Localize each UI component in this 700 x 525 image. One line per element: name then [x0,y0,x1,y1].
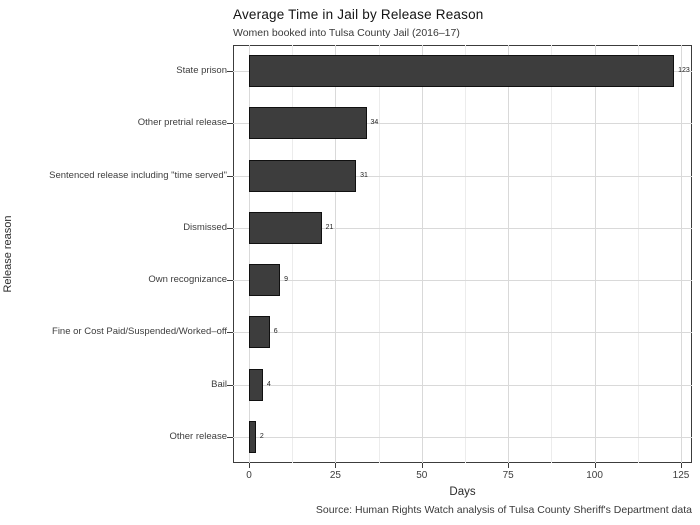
bar-value-label: 6 [273,328,278,336]
y-category-label: Dismissed [183,221,227,233]
grid-line-major [233,332,692,334]
y-category-label: Other release [169,430,227,442]
grid-line-major [233,227,692,229]
bar [249,264,281,297]
grid-line-major [233,280,692,282]
grid-line-minor [378,45,380,463]
x-axis-tick [249,463,250,468]
x-tick-label: 50 [416,470,428,481]
grid-line-major [508,45,510,463]
grid-line-major [233,175,692,177]
grid-line-major [421,45,423,463]
y-axis-tick [227,280,233,282]
grid-line-major [233,384,692,386]
x-axis-title: Days [449,486,476,498]
x-axis-tick [508,463,510,468]
bar-value-label: 4 [266,380,271,388]
y-axis-tick [227,227,233,229]
x-axis-tick [681,463,682,468]
bar [249,316,270,349]
grid-line-major [681,45,682,463]
y-category-label: State prison [176,65,227,77]
y-category-label: Other pretrial release [137,117,227,129]
bar-value-label: 31 [360,171,368,179]
x-tick-label: 75 [502,470,514,481]
bar-value-label: 21 [325,223,334,231]
x-tick-label: 25 [329,470,341,481]
y-category-label: Sentenced release including "time served… [49,169,227,181]
bar [249,107,367,140]
bar [249,368,263,401]
x-axis-tick [421,463,423,468]
bar-value-label: 2 [259,432,264,440]
x-tick-label: 125 [672,470,690,481]
y-axis-tick [227,123,233,125]
bar [249,211,322,244]
grid-line-minor [551,45,553,463]
plot-panel: 123 34 31 21 9 6 4 2 [233,45,692,463]
y-axis-title: Release reason [2,215,14,293]
grid-line-major [233,123,692,125]
x-axis-tick [335,463,337,468]
bar [249,159,357,192]
bar-value-label: 123 [678,67,690,75]
x-tick-label: 0 [246,470,252,481]
bar [249,55,675,88]
grid-line-major [233,436,692,438]
chart-title: Average Time in Jail by Release Reason [233,7,484,22]
grid-line-major [594,45,596,463]
y-axis-tick [227,332,233,334]
grid-line-major [335,45,337,463]
grid-line-minor [292,45,294,463]
x-tick-label: 100 [586,470,603,481]
grid-line-minor [637,45,639,463]
grid-line-major [249,45,250,463]
y-axis-tick [227,175,233,177]
y-category-label: Fine or Cost Paid/Suspended/Worked–off [52,326,227,338]
x-axis-tick [594,463,596,468]
bar [249,420,256,453]
bar-value-label: 34 [370,119,379,127]
y-category-label: Own recognizance [148,274,227,286]
y-axis-tick [227,384,233,386]
chart-subtitle: Women booked into Tulsa County Jail (201… [233,27,460,39]
bar-value-label: 9 [284,276,288,284]
grid-line-minor [465,45,466,463]
y-category-label: Bail [211,378,227,390]
source-caption: Source: Human Rights Watch analysis of T… [315,504,692,516]
y-axis-tick [227,436,233,438]
y-axis-tick [227,71,233,73]
